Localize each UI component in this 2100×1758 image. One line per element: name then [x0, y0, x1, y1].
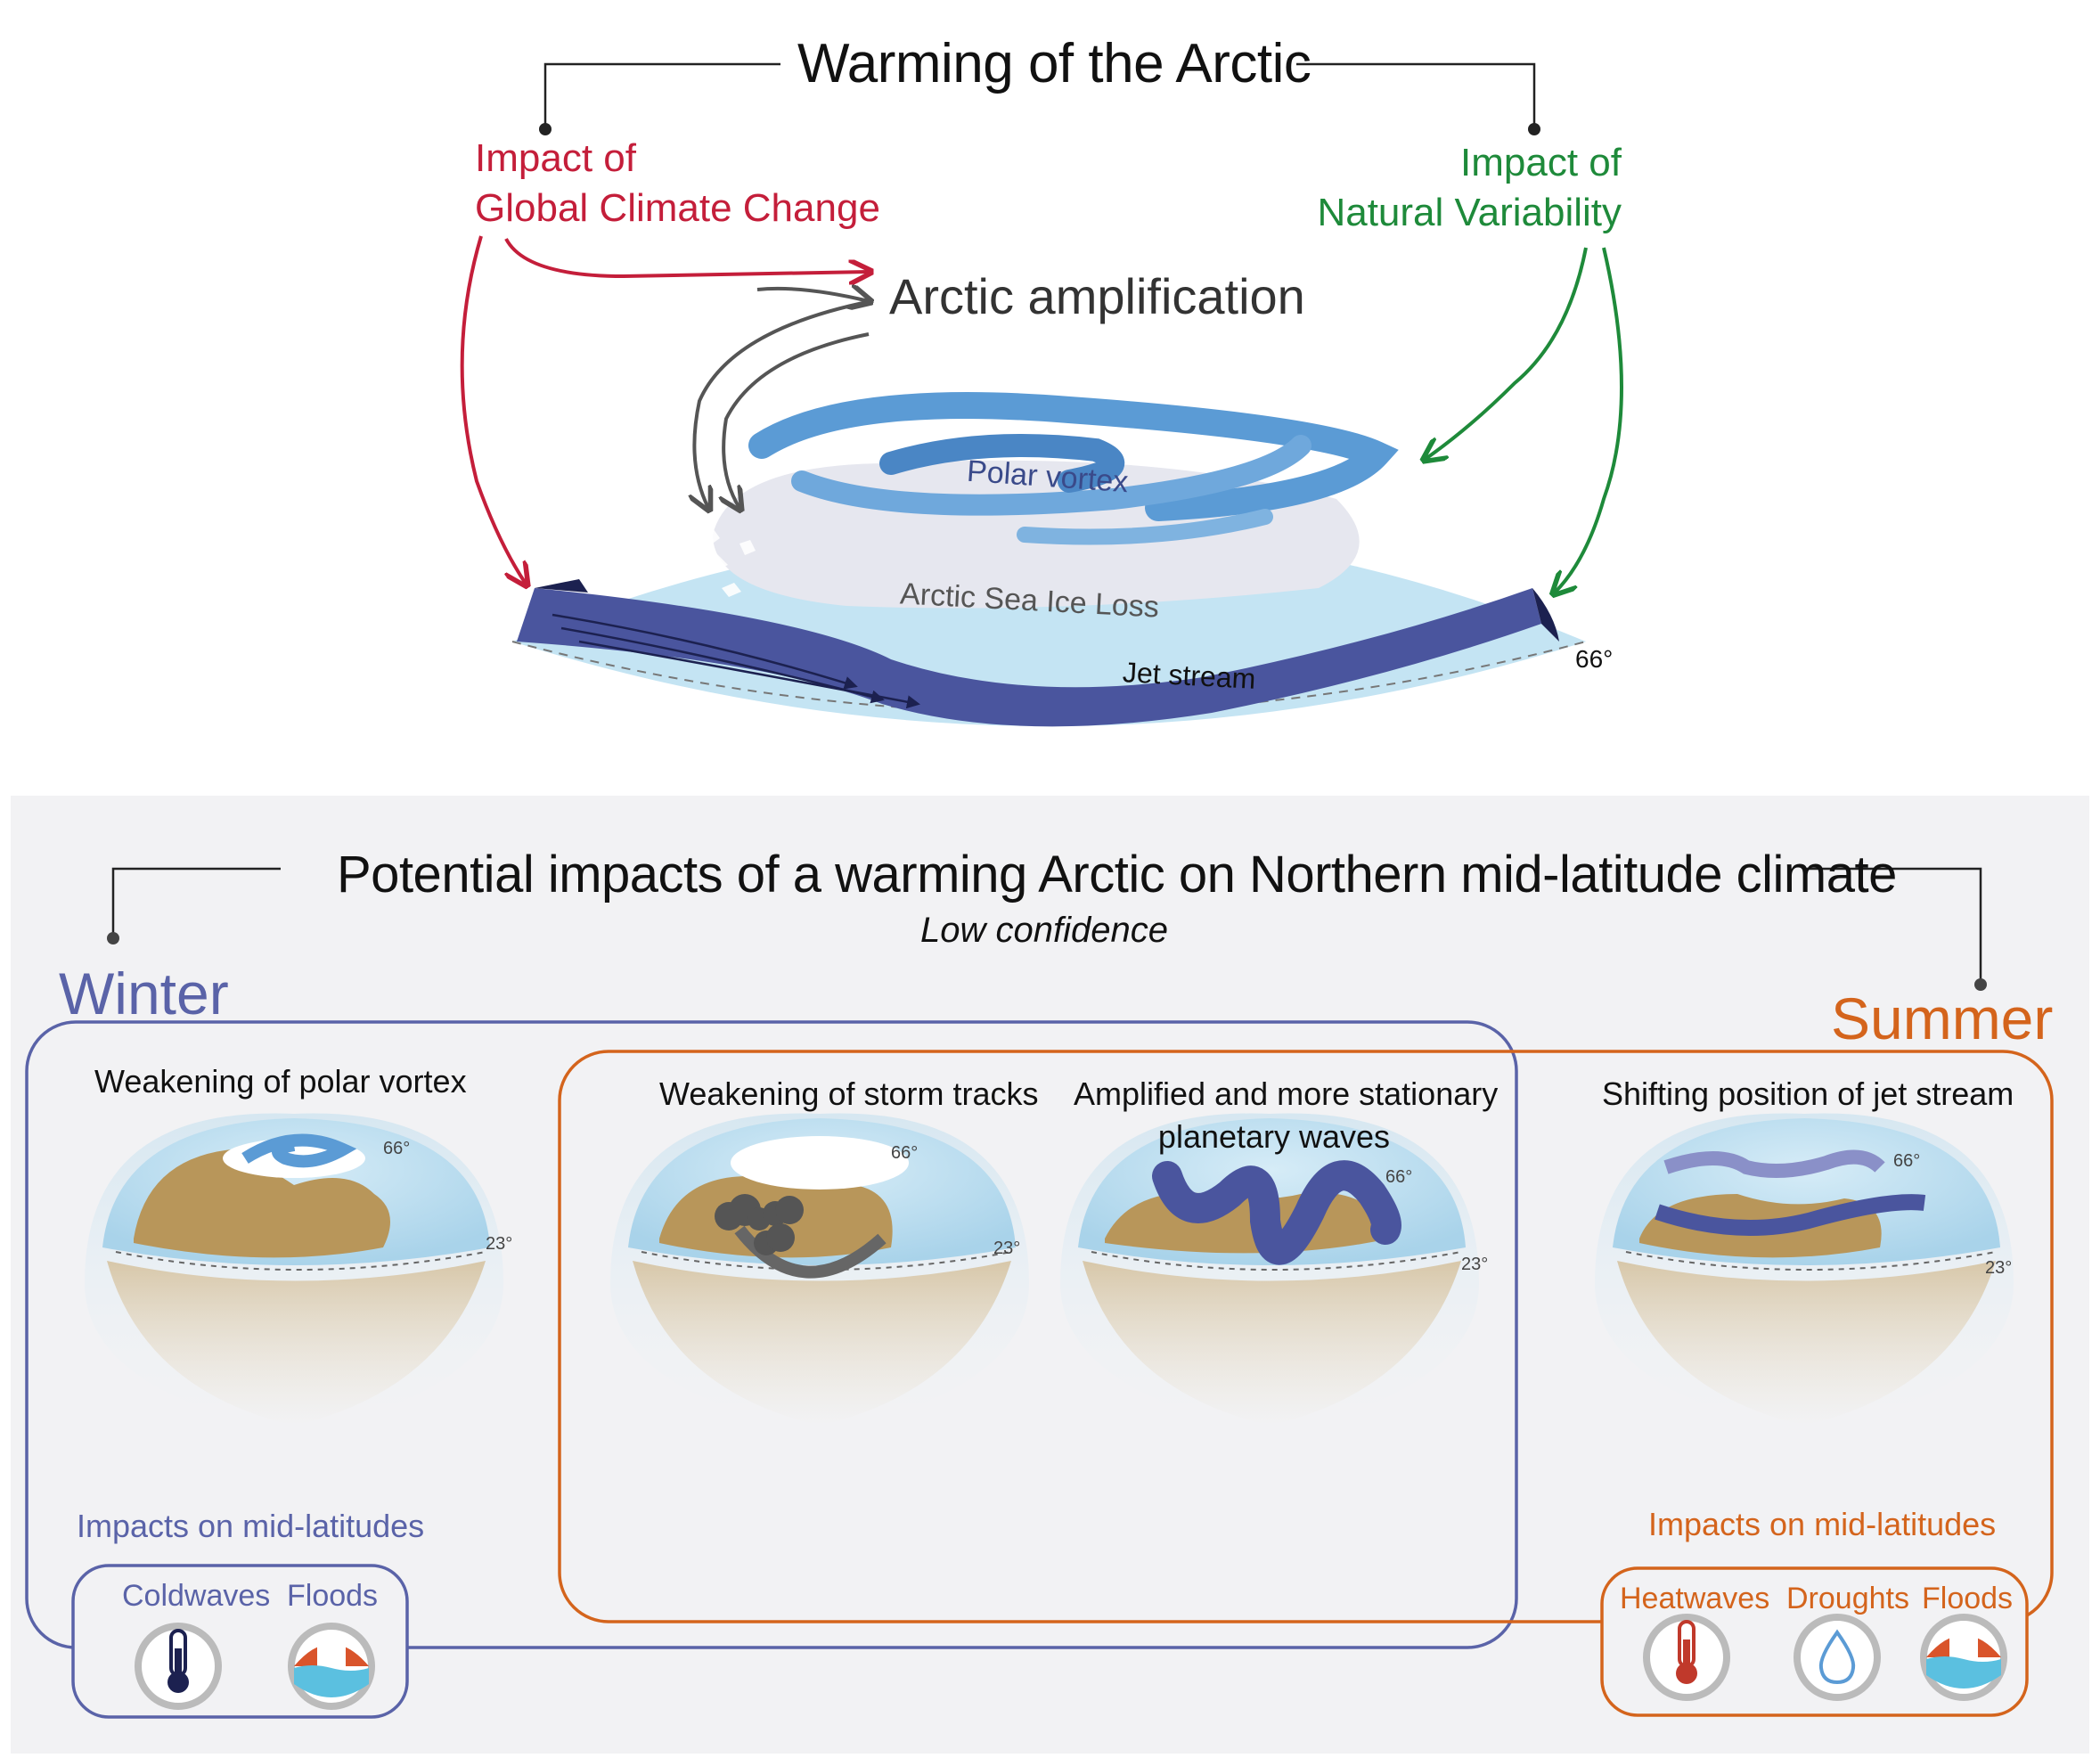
natural-variability-label-line2: Natural Variability [1317, 191, 1622, 234]
winter-impacts-heading: Impacts on mid-latitudes [77, 1508, 425, 1544]
summer-floods-label: Floods [1922, 1582, 2014, 1615]
panel-polar-vortex-title: Weakening of polar vortex [94, 1063, 467, 1100]
globe4-lat-23: 23° [1985, 1258, 2013, 1278]
globe1-lat-66: 66° [383, 1139, 411, 1158]
storm-cloud-icon [715, 1194, 804, 1255]
globe4-lat-66: 66° [1893, 1151, 1921, 1171]
natural-variability-label-line1: Impact of [1460, 141, 1622, 184]
confidence-label: Low confidence [920, 911, 1168, 950]
panel-planetary-waves-line2: planetary waves [1157, 1118, 1391, 1155]
globe2-lat-23: 23° [993, 1239, 1021, 1258]
globe-storm-tracks [610, 1113, 1029, 1435]
summer-impacts-heading: Impacts on mid-latitudes [1648, 1506, 1997, 1542]
natural-variability-label: Impact of Natural Variability [1317, 138, 1622, 238]
polar-vortex [748, 392, 1399, 545]
bracket-dot-right [1528, 123, 1540, 135]
droughts-label: Droughts [1786, 1582, 1909, 1615]
panel-planetary-waves-title: Amplified and more stationary planetary … [1074, 1073, 1499, 1158]
title-bracket [543, 62, 1536, 127]
winter-floods-label: Floods [287, 1579, 379, 1613]
coldwaves-label: Coldwaves [122, 1579, 271, 1613]
amplification-arrows [694, 299, 872, 508]
global-change-arrows [460, 235, 869, 584]
globe3-lat-66: 66° [1385, 1167, 1413, 1187]
section-title: Potential impacts of a warming Arctic on… [337, 846, 1897, 904]
thermometer-hot-icon [1643, 1614, 1730, 1701]
global-change-label-line2: Global Climate Change [475, 186, 880, 230]
summer-frame [558, 1050, 2054, 1623]
jet-stream [517, 588, 1541, 727]
flood-icon-winter [288, 1623, 375, 1710]
dome-outline [511, 641, 1587, 714]
winter-bracket-dot [107, 932, 119, 944]
globe-jet-shift [1595, 1113, 2014, 1435]
summer-bracket-dot [1974, 978, 1987, 991]
flood-icon-summer [1920, 1614, 2007, 1701]
latitude-66-label: 66° [1575, 645, 1614, 673]
bracket-dot-left [539, 123, 552, 135]
arctic-amplification-label: Arctic amplification [889, 268, 1305, 324]
thermometer-cold-icon [135, 1623, 222, 1710]
top-title: Warming of the Arctic [797, 33, 1311, 94]
global-change-label: Impact of Global Climate Change [475, 134, 880, 233]
globe-planetary-waves [1060, 1113, 1479, 1435]
heatwaves-label: Heatwaves [1620, 1582, 1770, 1615]
panel-storm-tracks-title: Weakening of storm tracks [659, 1075, 1039, 1112]
panel-planetary-waves-line1: Amplified and more stationary [1074, 1075, 1499, 1112]
jet-stream-label: Jet stream [1122, 656, 1257, 695]
winter-frame [25, 1020, 1518, 1649]
globe1-lat-23: 23° [486, 1234, 513, 1254]
jet-stream-flow-lines [552, 613, 920, 709]
summer-label: Summer [1831, 985, 2054, 1051]
global-change-label-line1: Impact of [475, 136, 636, 180]
section-bracket [111, 867, 1982, 980]
winter-label: Winter [59, 961, 229, 1026]
jet-stream-start [535, 579, 588, 593]
globe2-lat-66: 66° [891, 1143, 919, 1163]
natural-variability-arrows [1426, 247, 1623, 593]
ice-fragments [695, 526, 756, 597]
globe-polar-vortex [85, 1113, 503, 1435]
jet-stream-end [1532, 588, 1559, 642]
amplification-arrow-heads [756, 289, 869, 301]
water-drop-icon [1794, 1614, 1881, 1701]
panel-jet-shift-title: Shifting position of jet stream [1602, 1075, 2014, 1112]
globe3-lat-23: 23° [1461, 1255, 1489, 1274]
